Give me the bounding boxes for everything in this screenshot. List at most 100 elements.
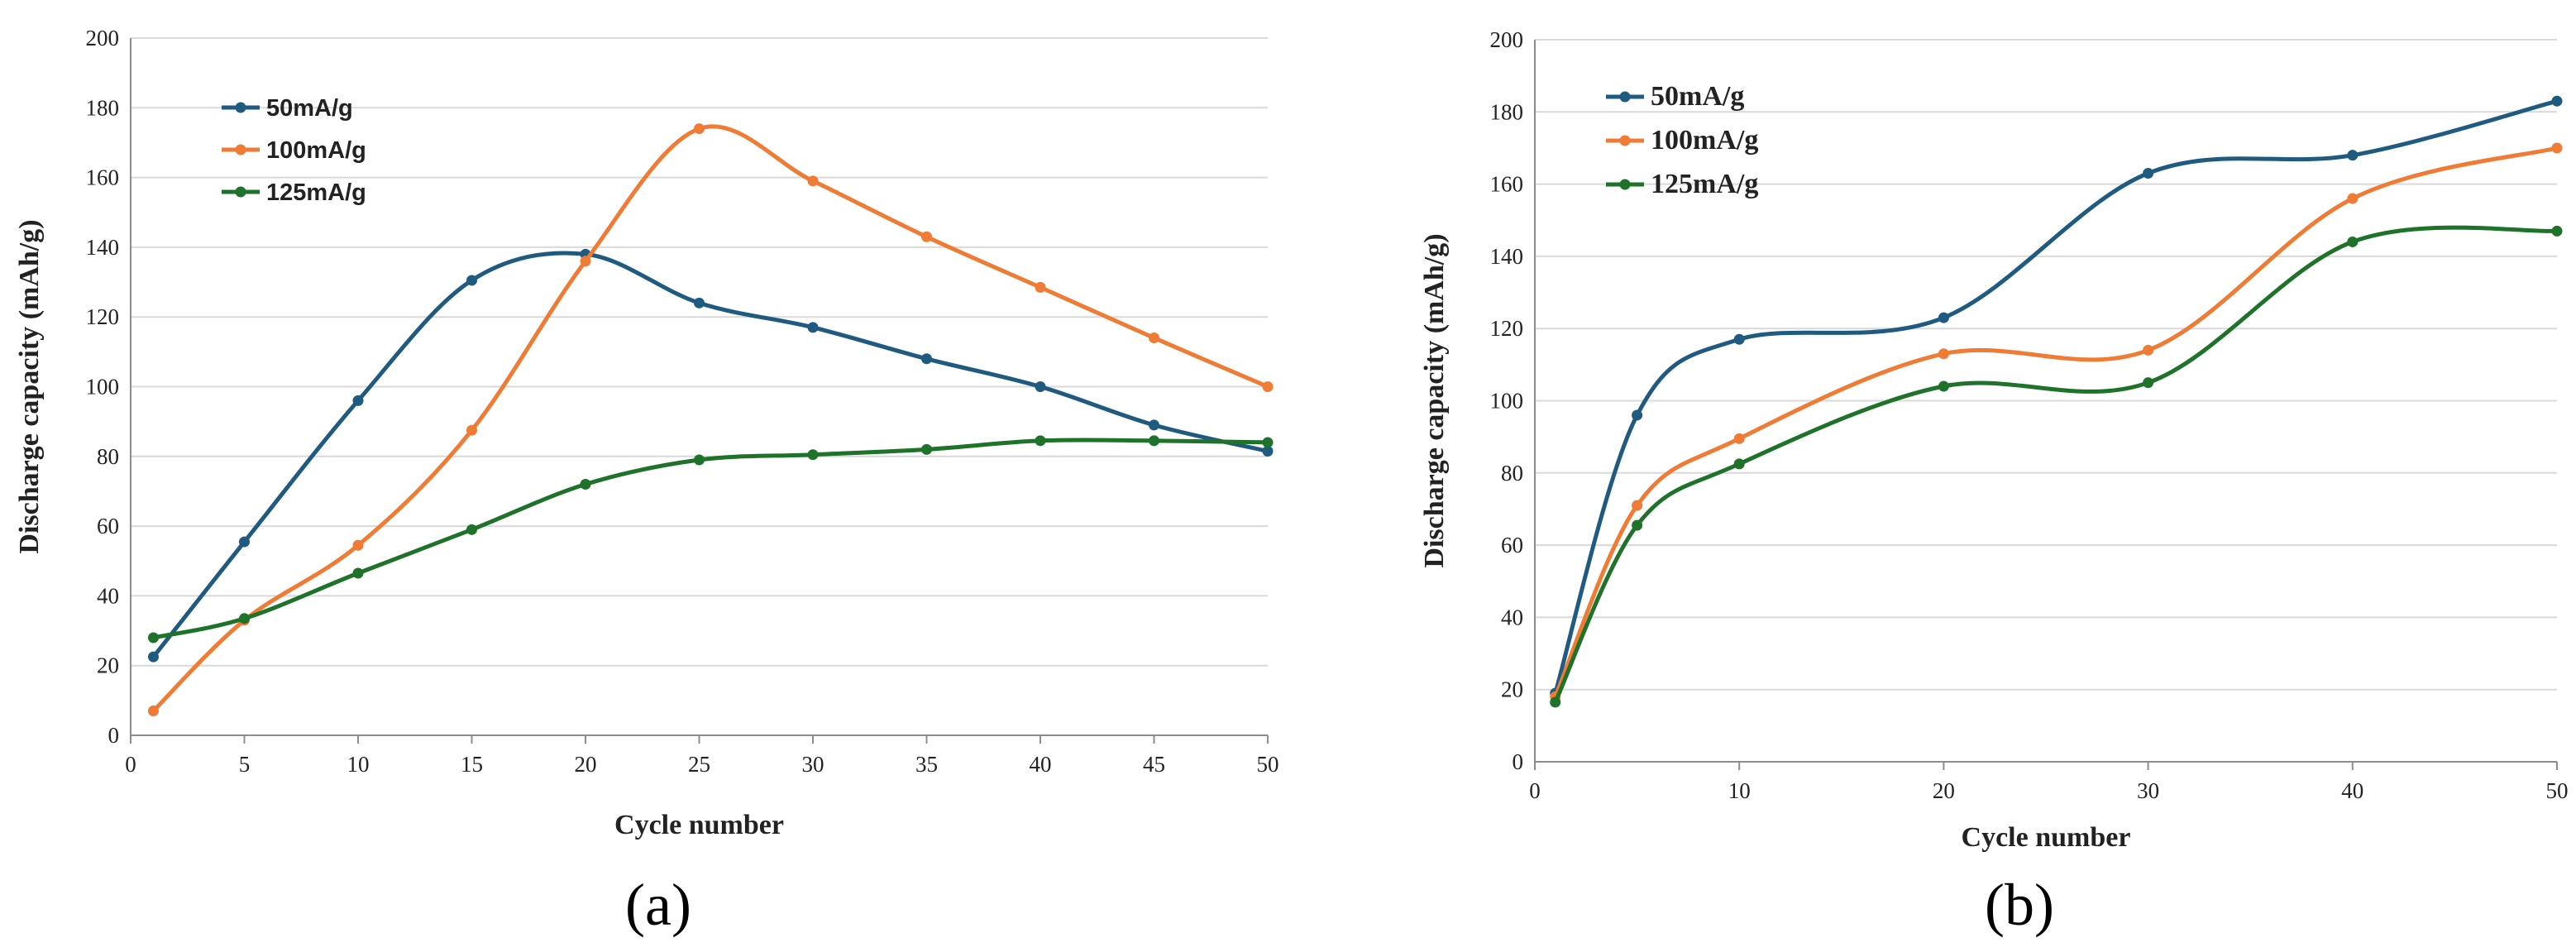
legend-marker xyxy=(1619,135,1631,146)
y-tick-label: 80 xyxy=(1501,461,1523,486)
data-point xyxy=(694,123,705,135)
legend-entry: 50mA/g xyxy=(1651,81,1744,112)
data-point xyxy=(1035,281,1046,293)
y-tick-label: 200 xyxy=(1490,27,1524,52)
y-tick-label: 180 xyxy=(1490,99,1524,124)
legend-marker xyxy=(1619,91,1631,103)
legend-entry: 125mA/g xyxy=(1651,169,1758,199)
data-point xyxy=(1262,437,1274,448)
data-point xyxy=(1632,519,1643,531)
series-line-125mA/g xyxy=(152,438,1269,640)
x-tick-label: 20 xyxy=(575,752,597,777)
data-point xyxy=(239,613,250,624)
x-tick-label: 20 xyxy=(1933,778,1955,803)
y-tick-label: 80 xyxy=(97,444,119,469)
data-point xyxy=(580,479,591,490)
series-line-125mA/g xyxy=(1553,225,2558,704)
data-point xyxy=(694,454,705,466)
legend-marker xyxy=(235,144,246,155)
chart-b: 0 20 40 60 80 100 120 140 160 180 200 0 10 20 30 40 50 Cy… xyxy=(1419,27,2569,938)
y-tick-label: 140 xyxy=(1490,244,1524,269)
series-line-50mA/g xyxy=(151,251,1269,658)
x-tick-label: 10 xyxy=(347,752,370,777)
legend-marker xyxy=(235,186,246,198)
data-point xyxy=(1938,312,1949,323)
y-tick-label: 180 xyxy=(86,95,120,120)
data-point xyxy=(1262,381,1274,392)
panel-label: (b) xyxy=(1985,872,2054,938)
y-tick-label: 200 xyxy=(86,26,120,50)
x-tick-label: 10 xyxy=(1728,778,1751,803)
y-tick-label: 100 xyxy=(1490,389,1524,414)
y-tick-label: 40 xyxy=(1501,605,1523,629)
data-point xyxy=(1733,433,1745,444)
data-point xyxy=(1149,332,1159,343)
legend-entry: 50mA/g xyxy=(266,95,353,122)
data-point xyxy=(148,632,159,643)
x-tick-label: 40 xyxy=(1030,752,1052,777)
data-point xyxy=(352,539,364,551)
series-line-100mA/g xyxy=(151,124,1269,713)
y-axis-title: Discharge capacity (mAh/g) xyxy=(14,219,45,553)
y-tick-label: 0 xyxy=(108,723,120,748)
legend-entry: 125mA/g xyxy=(266,179,366,206)
data-point xyxy=(466,524,477,535)
x-axis-title: Cycle number xyxy=(614,810,784,840)
x-tick-label: 50 xyxy=(1257,752,1279,777)
data-point xyxy=(2551,95,2563,107)
data-point xyxy=(148,651,159,663)
x-tick-label: 30 xyxy=(802,752,824,777)
y-tick-label: 60 xyxy=(1501,533,1523,557)
x-tick-label: 50 xyxy=(2546,778,2569,803)
data-point xyxy=(1632,500,1643,511)
panel-label: (a) xyxy=(625,872,691,938)
x-tick-label: 15 xyxy=(461,752,483,777)
data-point xyxy=(1550,696,1561,708)
data-point xyxy=(466,424,477,436)
data-point xyxy=(1149,419,1159,431)
y-axis-title: Discharge capacity (mAh/g) xyxy=(1419,233,1450,567)
y-tick-label: 100 xyxy=(86,375,120,399)
y-tick-label: 20 xyxy=(1501,677,1523,702)
data-point xyxy=(1938,348,1949,360)
data-point xyxy=(807,175,819,187)
x-tick-label: 0 xyxy=(1529,778,1541,803)
data-point xyxy=(1035,381,1046,392)
data-point xyxy=(2143,344,2154,356)
x-tick-label: 45 xyxy=(1143,752,1165,777)
data-point xyxy=(580,256,591,267)
data-point xyxy=(1632,409,1643,421)
data-point xyxy=(1262,445,1274,457)
data-point xyxy=(352,567,364,579)
y-tick-label: 0 xyxy=(1513,749,1524,774)
x-tick-label: 25 xyxy=(688,752,710,777)
chart-a: 0 20 40 60 80 100 120 140 160 180 200 0 5 10 15 20 25 30 3… xyxy=(14,26,1279,938)
y-tick-label: 20 xyxy=(97,653,119,678)
y-tick-label: 160 xyxy=(86,165,120,190)
data-point xyxy=(921,443,932,455)
x-tick-label: 40 xyxy=(2341,778,2363,803)
legend-entry: 100mA/g xyxy=(1651,125,1758,155)
data-point xyxy=(2347,193,2359,204)
data-point xyxy=(239,536,250,548)
y-tick-label: 160 xyxy=(1490,172,1524,197)
data-point xyxy=(694,297,705,309)
legend-entry: 100mA/g xyxy=(266,137,366,164)
legend-marker xyxy=(235,102,246,113)
data-point xyxy=(921,231,932,242)
data-point xyxy=(1938,380,1949,392)
data-point xyxy=(2347,150,2359,161)
data-point xyxy=(1035,435,1046,447)
data-point xyxy=(148,705,159,716)
y-tick-label: 120 xyxy=(1490,316,1524,341)
x-tick-label: 35 xyxy=(915,752,938,777)
y-tick-label: 140 xyxy=(86,235,120,260)
data-point xyxy=(2551,225,2563,237)
y-tick-label: 40 xyxy=(97,583,119,608)
x-axis-title: Cycle number xyxy=(1962,822,2131,853)
legend-marker xyxy=(1619,179,1631,190)
x-tick-label: 5 xyxy=(239,752,251,777)
data-point xyxy=(1733,458,1745,470)
x-tick-label: 30 xyxy=(2137,778,2159,803)
